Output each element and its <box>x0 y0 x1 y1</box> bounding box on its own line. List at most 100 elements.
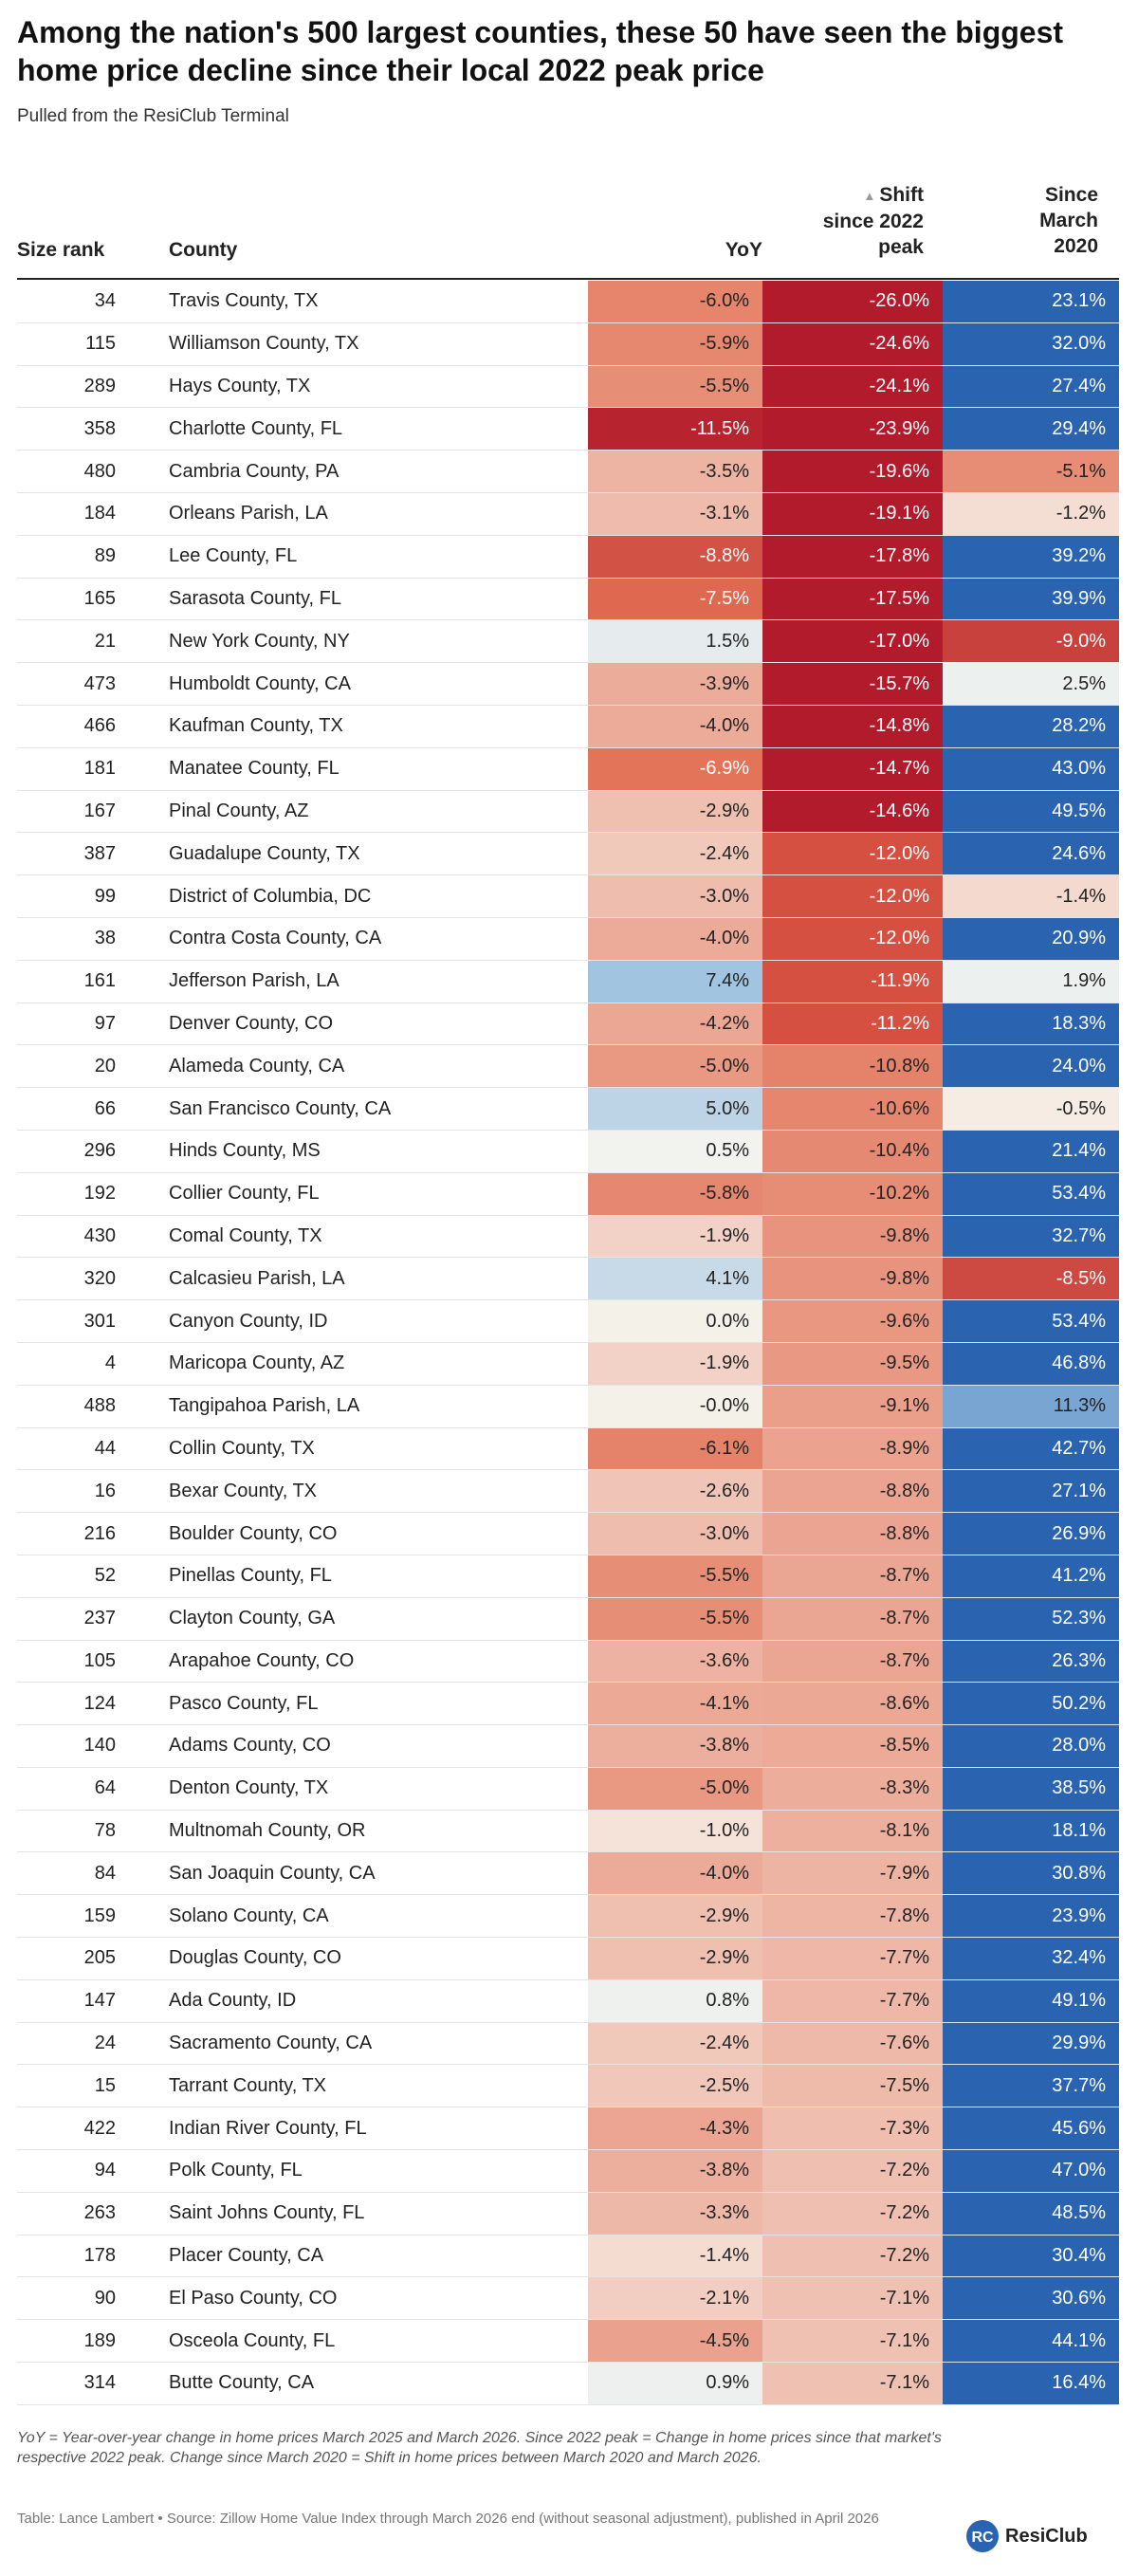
cell-county: Sacramento County, CA <box>169 2033 373 2054</box>
cell-since-march-2020: 37.7% <box>943 2065 1119 2107</box>
cell-shift-since-peak: -23.9% <box>762 408 943 451</box>
table-row: 296 Hinds County, MS 0.5% -10.4% 21.4% <box>17 1130 1119 1173</box>
table-row: 422 Indian River County, FL -4.3% -7.3% 45.6… <box>17 2107 1119 2151</box>
table-row: 473 Humboldt County, CA -3.9% -15.7% 2.5% <box>17 663 1119 706</box>
cell-size-rank: 21 <box>94 630 116 652</box>
cell-yoy: -1.9% <box>588 1215 762 1258</box>
cell-size-rank: 52 <box>94 1565 116 1587</box>
header-county[interactable]: County <box>169 239 238 261</box>
cell-shift-since-peak: -12.0% <box>762 917 943 960</box>
cell-shift-since-peak: -7.1% <box>762 2363 943 2404</box>
cell-size-rank: 488 <box>83 1395 116 1417</box>
cell-size-rank: 189 <box>83 2329 116 2351</box>
cell-county: Bexar County, TX <box>169 1480 317 1501</box>
table-row: 189 Osceola County, FL -4.5% -7.1% 44.1% <box>17 2320 1119 2364</box>
cell-since-march-2020: 30.8% <box>943 1852 1119 1895</box>
cell-since-march-2020: 32.7% <box>943 1215 1119 1258</box>
cell-yoy: -3.9% <box>588 663 762 705</box>
header-shift-since-peak[interactable]: ▲ Shift since 2022 peak <box>768 182 924 260</box>
cell-shift-since-peak: -26.0% <box>762 281 943 322</box>
cell-since-march-2020: 38.5% <box>943 1767 1119 1810</box>
cell-size-rank: 296 <box>83 1140 116 1162</box>
table-row: 94 Polk County, FL -3.8% -7.2% 47.0% <box>17 2150 1119 2193</box>
cell-shift-since-peak: -24.6% <box>762 322 943 365</box>
table-row: 44 Collin County, TX -6.1% -8.9% 42.7% <box>17 1427 1119 1471</box>
cell-county: Guadalupe County, TX <box>169 842 360 864</box>
header-yoy[interactable]: YoY <box>725 239 762 261</box>
cell-county: Jefferson Parish, LA <box>169 970 340 992</box>
cell-yoy: 0.5% <box>588 1130 762 1172</box>
cell-shift-since-peak: -7.6% <box>762 2022 943 2065</box>
cell-since-march-2020: 27.1% <box>943 1470 1119 1513</box>
cell-size-rank: 44 <box>94 1437 116 1459</box>
cell-county: Indian River County, FL <box>169 2117 367 2139</box>
cell-shift-since-peak: -8.3% <box>762 1767 943 1810</box>
cell-yoy: -7.5% <box>588 578 762 620</box>
resiclub-logo: RC ResiClub <box>965 2519 1088 2553</box>
table-row: 64 Denton County, TX -5.0% -8.3% 38.5% <box>17 1767 1119 1811</box>
cell-size-rank: 159 <box>83 1904 116 1926</box>
header-since-march-2020[interactable]: Since March 2020 <box>943 182 1098 259</box>
cell-county: Canyon County, ID <box>169 1310 328 1332</box>
cell-yoy: -2.9% <box>588 790 762 833</box>
cell-county: Adams County, CO <box>169 1735 331 1757</box>
cell-yoy: 7.4% <box>588 960 762 1003</box>
cell-shift-since-peak: -9.8% <box>762 1215 943 1258</box>
header-since-label: Since March 2020 <box>1039 184 1098 257</box>
cell-county: Comal County, TX <box>169 1224 322 1246</box>
table-row: 66 San Francisco County, CA 5.0% -10.6% -0.5… <box>17 1088 1119 1131</box>
cell-shift-since-peak: -8.7% <box>762 1597 943 1640</box>
header-shift-label: Shift since 2022 peak <box>822 184 924 258</box>
cell-size-rank: 192 <box>83 1183 116 1205</box>
cell-size-rank: 20 <box>94 1055 116 1076</box>
cell-since-march-2020: 16.4% <box>943 2363 1119 2404</box>
table-row: 205 Douglas County, CO -2.9% -7.7% 32.4% <box>17 1938 1119 1980</box>
cell-yoy: -3.0% <box>588 1513 762 1555</box>
cell-shift-since-peak: -14.6% <box>762 790 943 833</box>
table-row: 430 Comal County, TX -1.9% -9.8% 32.7% <box>17 1215 1119 1259</box>
header-size-rank[interactable]: Size rank <box>17 239 105 261</box>
cell-since-march-2020: -1.2% <box>943 492 1119 535</box>
cell-size-rank: 320 <box>83 1267 116 1289</box>
cell-since-march-2020: 24.0% <box>943 1045 1119 1088</box>
cell-yoy: 5.0% <box>588 1088 762 1130</box>
table-row: 84 San Joaquin County, CA -4.0% -7.9% 30.8% <box>17 1852 1119 1896</box>
cell-since-march-2020: 30.4% <box>943 2235 1119 2277</box>
cell-county: Charlotte County, FL <box>169 417 343 439</box>
cell-shift-since-peak: -24.1% <box>762 365 943 408</box>
cell-shift-since-peak: -7.3% <box>762 2107 943 2150</box>
cell-since-march-2020: 26.3% <box>943 1640 1119 1683</box>
cell-shift-since-peak: -14.8% <box>762 705 943 747</box>
cell-yoy: -4.0% <box>588 705 762 747</box>
cell-size-rank: 84 <box>94 1862 116 1884</box>
cell-since-march-2020: 28.2% <box>943 705 1119 747</box>
cell-size-rank: 34 <box>94 290 116 312</box>
source-credit: Table: Lance Lambert • Source: Zillow Ho… <box>17 2511 879 2527</box>
footnote: YoY = Year-over-year change in home pric… <box>17 2430 942 2466</box>
cell-county: Clayton County, GA <box>169 1608 336 1629</box>
table-row: 387 Guadalupe County, TX -2.4% -12.0% 24.6% <box>17 833 1119 876</box>
cell-yoy: -3.1% <box>588 492 762 535</box>
cell-size-rank: 38 <box>94 928 116 949</box>
cell-since-march-2020: 18.1% <box>943 1810 1119 1852</box>
cell-shift-since-peak: -8.5% <box>762 1725 943 1767</box>
cell-size-rank: 90 <box>94 2287 116 2309</box>
cell-yoy: -1.4% <box>588 2235 762 2277</box>
cell-shift-since-peak: -10.6% <box>762 1088 943 1130</box>
cell-county: Placer County, CA <box>169 2245 324 2267</box>
table-row: 90 El Paso County, CO -2.1% -7.1% 30.6% <box>17 2277 1119 2321</box>
cell-county: Saint Johns County, FL <box>169 2202 365 2224</box>
resiclub-logo-icon: RC <box>966 2520 999 2552</box>
table-row: 4 Maricopa County, AZ -1.9% -9.5% 46.8% <box>17 1342 1119 1386</box>
cell-yoy: 0.0% <box>588 1300 762 1342</box>
cell-shift-since-peak: -10.4% <box>762 1130 943 1172</box>
cell-size-rank: 115 <box>85 333 116 355</box>
cell-shift-since-peak: -7.1% <box>762 2320 943 2363</box>
table-row: 320 Calcasieu Parish, LA 4.1% -9.8% -8.5% <box>17 1258 1119 1301</box>
cell-county: Williamson County, TX <box>169 333 359 355</box>
cell-yoy: -2.1% <box>588 2277 762 2320</box>
cell-since-march-2020: 32.0% <box>943 322 1119 365</box>
table-row: 140 Adams County, CO -3.8% -8.5% 28.0% <box>17 1725 1119 1768</box>
cell-shift-since-peak: -12.0% <box>762 875 943 917</box>
cell-since-march-2020: 32.4% <box>943 1938 1119 1979</box>
